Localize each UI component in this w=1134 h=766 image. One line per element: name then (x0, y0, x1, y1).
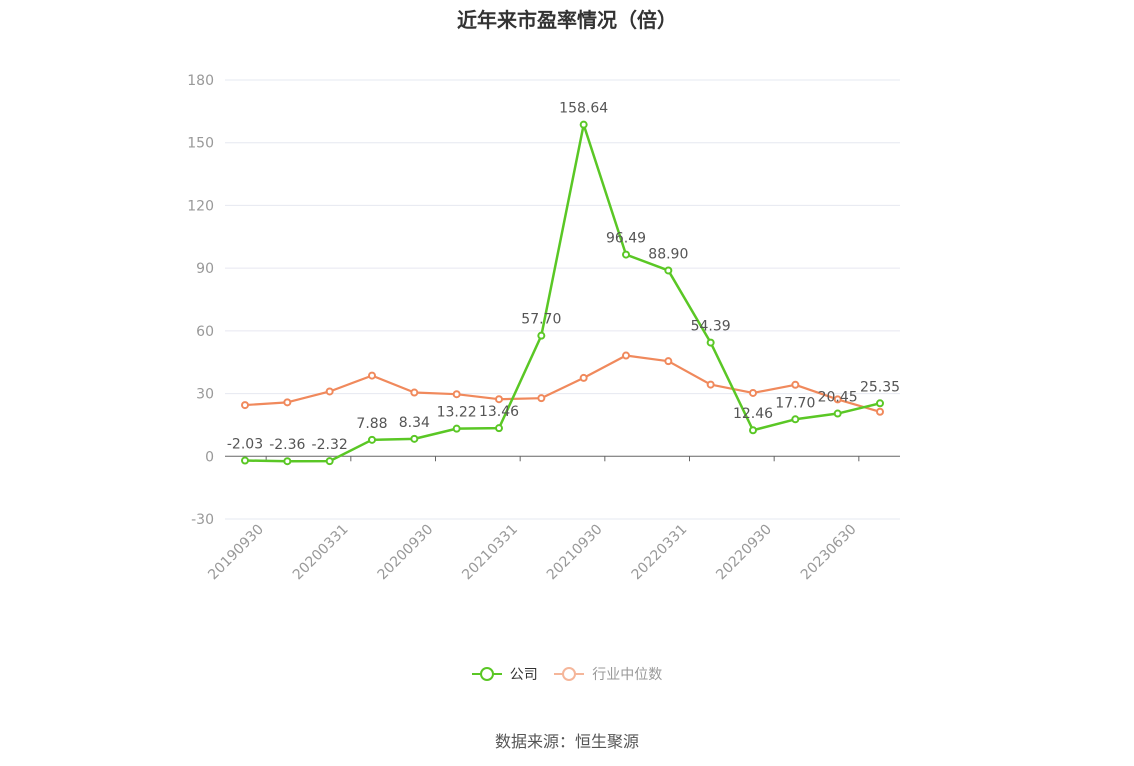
x-tick-label: 20230630 (798, 522, 860, 584)
data-point-industry[interactable] (495, 395, 503, 404)
data-label: -2.32 (312, 437, 348, 453)
x-tick-label: 20200331 (290, 522, 352, 584)
data-point-company[interactable] (537, 331, 546, 340)
data-label: 13.46 (479, 404, 519, 420)
data-point-company[interactable] (368, 435, 376, 444)
data-point-company[interactable] (622, 250, 630, 259)
legend-swatch-company-icon (471, 666, 502, 682)
data-label: 17.70 (775, 395, 815, 411)
series-line-industry (244, 354, 881, 413)
data-point-industry[interactable] (791, 380, 800, 389)
series-lines (241, 120, 884, 466)
x-tick-label: 20220930 (713, 522, 775, 584)
y-tick-label: 180 (187, 73, 214, 89)
data-labels: -2.03 -2.36 -2.32 7.88 8.34 13.22 13.46 57.70 15… (227, 101, 900, 454)
legend-label-company: 公司 (509, 667, 538, 683)
data-point-company[interactable] (579, 120, 588, 129)
data-label: 13.22 (437, 405, 477, 421)
grid-lines (225, 79, 900, 520)
y-tick-label: 150 (187, 136, 214, 152)
data-label: 158.64 (559, 101, 608, 117)
data-label: -2.03 (227, 437, 263, 453)
data-point-industry[interactable] (325, 387, 334, 396)
data-point-industry[interactable] (241, 401, 249, 410)
data-point-industry[interactable] (452, 390, 461, 399)
data-point-company[interactable] (664, 266, 673, 275)
data-point-company[interactable] (833, 409, 842, 418)
data-point-industry[interactable] (368, 371, 376, 380)
data-label: 25.35 (860, 379, 900, 395)
x-tick-label: 20200930 (375, 522, 437, 584)
data-point-company[interactable] (325, 457, 334, 466)
data-label: 54.39 (691, 319, 731, 335)
data-label: 7.88 (356, 416, 387, 432)
legend-item-industry[interactable]: 行业中位数 (554, 664, 662, 684)
y-tick-label: 120 (187, 198, 214, 214)
data-point-industry[interactable] (579, 373, 588, 382)
legend: 公司 行业中位数 (0, 664, 1134, 686)
data-point-company[interactable] (749, 426, 757, 435)
legend-item-company[interactable]: 公司 (471, 664, 538, 684)
data-point-company[interactable] (876, 399, 884, 408)
data-point-company[interactable] (495, 424, 503, 433)
y-tick-label: -30 (191, 512, 214, 528)
data-label: -2.36 (269, 437, 305, 453)
data-point-industry[interactable] (622, 351, 630, 360)
data-point-industry[interactable] (749, 388, 757, 397)
data-label: 8.34 (399, 415, 430, 431)
y-tick-label: 30 (196, 387, 214, 403)
data-point-industry[interactable] (833, 395, 842, 404)
legend-label-industry: 行业中位数 (592, 667, 663, 683)
data-point-company[interactable] (452, 424, 461, 433)
data-label: 96.49 (606, 231, 646, 247)
data-source: 数据来源：恒生聚源 (494, 732, 639, 751)
data-label: 57.70 (521, 312, 561, 328)
x-tick-label: 20190930 (205, 522, 267, 584)
data-point-company[interactable] (706, 338, 715, 347)
x-tick-label: 20210930 (544, 522, 606, 584)
data-point-company[interactable] (241, 456, 249, 465)
y-tick-label: 90 (196, 261, 214, 277)
legend-swatch-industry-icon (554, 666, 585, 682)
y-tick-label: 60 (196, 324, 214, 340)
chart-title: 近年来市盈率情况（倍） (457, 8, 677, 32)
data-point-industry[interactable] (537, 394, 546, 403)
data-point-company[interactable] (410, 434, 419, 443)
data-label: 20.45 (818, 390, 858, 406)
data-point-industry[interactable] (876, 407, 884, 416)
series-line-company (244, 123, 881, 463)
data-point-industry[interactable] (410, 388, 419, 397)
data-point-industry[interactable] (706, 380, 715, 389)
data-point-industry[interactable] (664, 357, 673, 366)
y-tick-label: 0 (205, 449, 214, 465)
data-label: 88.90 (648, 246, 688, 262)
data-point-company[interactable] (791, 415, 800, 424)
x-tick-label: 20220331 (629, 522, 691, 584)
data-label: 12.46 (733, 406, 773, 422)
data-point-industry[interactable] (283, 398, 292, 407)
x-tick-label: 20210331 (459, 522, 521, 584)
data-point-company[interactable] (283, 457, 292, 466)
